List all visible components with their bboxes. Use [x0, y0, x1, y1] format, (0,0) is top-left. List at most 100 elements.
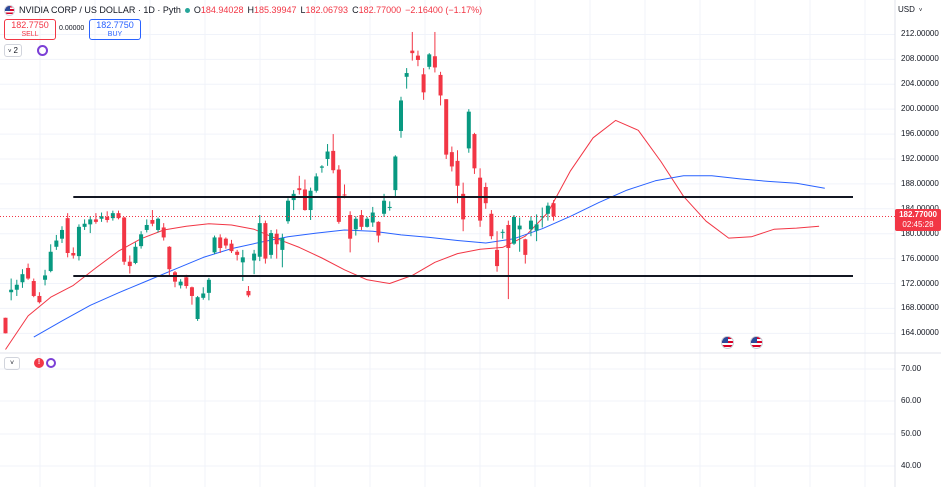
candle — [455, 150, 460, 204]
price-tick-label: 204.00000 — [901, 79, 939, 89]
candle — [495, 231, 500, 272]
buy-label: BUY — [107, 31, 123, 38]
candle — [110, 210, 115, 221]
pane2-collapse-button[interactable]: ˅ — [4, 357, 20, 370]
candle — [82, 219, 87, 230]
candle — [286, 198, 290, 224]
candle — [139, 231, 144, 249]
candle — [302, 179, 307, 211]
candle — [65, 213, 70, 258]
currency-selector[interactable]: USD ˅ — [898, 3, 928, 17]
candle — [88, 216, 93, 234]
candle — [9, 278, 14, 301]
candle — [218, 234, 223, 253]
close-value: C182.77000 — [352, 5, 402, 15]
candle — [43, 269, 48, 286]
ma-fast-line — [5, 119, 820, 350]
high-value: H185.39947 — [247, 5, 297, 15]
candle — [93, 213, 98, 224]
candle — [438, 71, 443, 106]
candles — [3, 31, 556, 334]
candle — [223, 237, 228, 249]
indicator-count: 2 — [13, 46, 18, 55]
candle — [444, 99, 449, 159]
candle — [336, 165, 341, 224]
sell-button[interactable]: 182.7750 SELL — [4, 19, 56, 40]
candle — [201, 287, 206, 300]
currency-label: USD — [898, 5, 915, 14]
chevron-down-icon: ˅ — [9, 360, 15, 367]
candle — [99, 212, 104, 222]
candle — [489, 210, 494, 240]
trendlines — [73, 195, 853, 278]
candle — [415, 50, 420, 67]
us-flag-icon — [4, 4, 15, 16]
candle — [116, 210, 121, 220]
open-value: O184.94028 — [193, 5, 244, 15]
indicator-tick-label: 70.00 — [901, 364, 922, 373]
candle — [319, 165, 324, 173]
live-status-icon — [184, 7, 190, 13]
us-event-icon[interactable] — [750, 336, 763, 349]
candle — [71, 247, 76, 259]
candle — [365, 216, 370, 228]
candle — [393, 155, 398, 197]
candle — [523, 238, 528, 264]
candle — [331, 134, 336, 174]
buy-button[interactable]: 182.7750 BUY — [89, 19, 141, 40]
candle — [342, 184, 347, 199]
price-tick-label: 168.00000 — [901, 303, 939, 313]
candle — [161, 223, 166, 241]
low-value: L182.06793 — [300, 5, 349, 15]
spread-value: 0.00000 — [59, 25, 85, 32]
candle — [387, 201, 392, 211]
candle — [297, 175, 302, 195]
candle — [3, 317, 8, 334]
chevron-down-icon: ˅ — [8, 49, 12, 55]
candle — [235, 249, 240, 261]
warning-icon[interactable]: ! — [34, 358, 44, 368]
price-tick-label: 164.00000 — [901, 328, 939, 338]
candle — [421, 68, 426, 100]
candle — [189, 286, 194, 305]
candle — [517, 217, 522, 252]
last-price-tag: 182.77000 02:45:28 — [895, 209, 941, 231]
symbol-title[interactable]: NVIDIA CORP / US DOLLAR · 1D · Pyth — [19, 5, 181, 15]
buy-price: 182.7750 — [96, 20, 134, 30]
candle — [404, 68, 409, 89]
candle — [122, 216, 127, 265]
candle — [48, 244, 53, 273]
candle — [325, 144, 330, 166]
candle — [212, 235, 217, 255]
candle — [229, 239, 234, 253]
candle — [195, 295, 200, 321]
price-tick-label: 212.00000 — [901, 29, 939, 39]
candle — [348, 211, 353, 253]
candle — [54, 234, 59, 250]
candle — [76, 224, 81, 261]
candle — [133, 242, 138, 265]
candle — [466, 109, 471, 153]
price-tick-label: 196.00000 — [901, 129, 939, 139]
candle — [399, 96, 403, 138]
candle — [150, 210, 155, 227]
indicators-toggle[interactable]: ˅ 2 — [4, 44, 22, 57]
candle — [500, 229, 505, 239]
candle — [483, 182, 488, 209]
candle — [449, 146, 454, 172]
symbol-legend: NVIDIA CORP / US DOLLAR · 1D · Pyth O184… — [4, 3, 482, 17]
sync-icon[interactable] — [46, 358, 56, 368]
candle — [376, 221, 381, 243]
sync-icon[interactable] — [37, 45, 48, 56]
ma-slow-line — [33, 175, 825, 338]
candle — [274, 229, 279, 259]
candle — [540, 207, 545, 228]
price-tick-label: 180.00000 — [901, 228, 939, 238]
us-event-icon[interactable] — [721, 336, 734, 349]
candle — [14, 279, 19, 296]
candle — [173, 271, 177, 288]
candle — [257, 215, 262, 262]
candle — [353, 216, 358, 236]
